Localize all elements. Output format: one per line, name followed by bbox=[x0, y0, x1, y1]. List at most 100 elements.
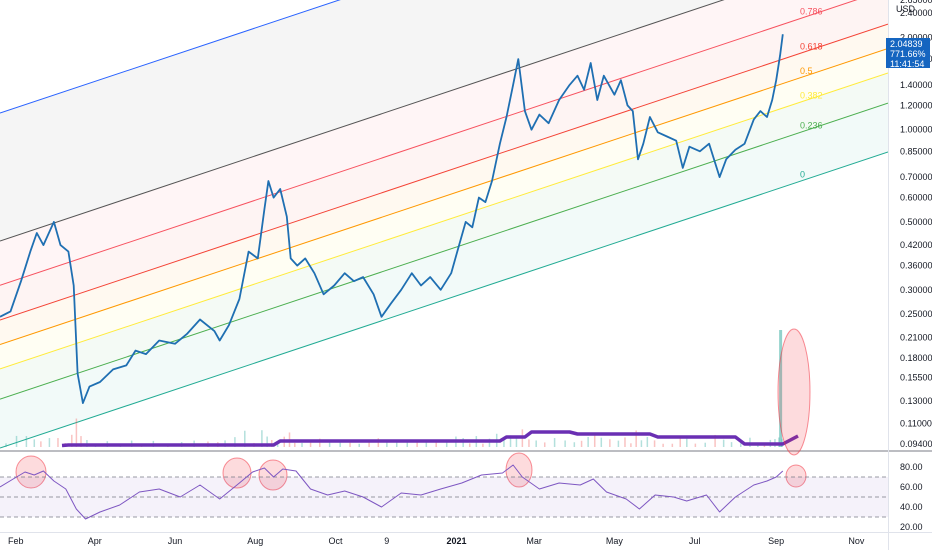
time-axis-label: May bbox=[606, 536, 624, 546]
volume-bar bbox=[309, 440, 312, 447]
price-axis-label: 0.50000 bbox=[900, 217, 932, 227]
price-axis-label: 1.00000 bbox=[900, 125, 932, 135]
fib-level-label: 0.382 bbox=[800, 90, 823, 100]
price-axis-label: 0.18000 bbox=[900, 353, 932, 363]
volume-bar bbox=[671, 443, 674, 447]
volume-bar bbox=[319, 438, 321, 447]
price-line bbox=[0, 34, 784, 404]
price-axis-label: 0.70000 bbox=[900, 172, 932, 182]
volume-bar bbox=[694, 443, 697, 447]
time-axis-label: 2021 bbox=[446, 536, 466, 546]
volume-bar bbox=[640, 440, 643, 447]
volume-bar bbox=[778, 437, 780, 447]
fib-line bbox=[0, 72, 888, 370]
volume-bar bbox=[740, 443, 742, 447]
volume-bar bbox=[358, 443, 360, 447]
volume-bar bbox=[624, 437, 626, 447]
volume-bar bbox=[57, 438, 59, 447]
volume-bar bbox=[395, 440, 398, 447]
fib-level-label: 0.236 bbox=[800, 120, 823, 130]
fib-line bbox=[0, 23, 888, 321]
time-axis-label: Mar bbox=[526, 536, 542, 546]
volume-bar bbox=[406, 439, 409, 447]
volume-bar bbox=[564, 440, 566, 447]
volume-bar bbox=[301, 442, 303, 447]
volume-bar bbox=[609, 439, 611, 447]
price-axis-label: 0.30000 bbox=[900, 285, 932, 295]
rsi-axis-label: 80.00 bbox=[900, 462, 923, 472]
time-axis-label: Oct bbox=[328, 536, 343, 546]
volume-spike bbox=[779, 330, 783, 447]
time-axis-label: 9 bbox=[384, 536, 389, 546]
volume-bar bbox=[328, 442, 331, 447]
volume-bar bbox=[234, 437, 236, 447]
last-price-change: 771.66% bbox=[890, 49, 926, 59]
fib-line bbox=[0, 48, 888, 345]
time-axis-label: Apr bbox=[88, 536, 102, 546]
volume-bar bbox=[276, 442, 279, 447]
volume-bar bbox=[425, 442, 428, 447]
time-axis-label: Nov bbox=[848, 536, 865, 546]
volume-bar bbox=[368, 439, 370, 447]
fib-line bbox=[0, 102, 888, 400]
volume-bar bbox=[435, 441, 437, 447]
time-axis-label: Sep bbox=[768, 536, 784, 546]
volume-bar bbox=[509, 435, 512, 447]
fib-line bbox=[0, 0, 341, 114]
volume-bar bbox=[515, 437, 518, 447]
price-axis-label: 2.40000 bbox=[900, 8, 932, 18]
volume-bar bbox=[503, 436, 505, 447]
rsi-highlight-ellipse bbox=[785, 464, 807, 488]
volume-bar bbox=[528, 439, 530, 447]
volume-bar bbox=[714, 434, 716, 447]
rsi-axis-label: 40.00 bbox=[900, 502, 923, 512]
price-axis-label: 2.00000 bbox=[900, 32, 932, 42]
volume-bar bbox=[5, 443, 7, 447]
volume-bar bbox=[704, 442, 706, 447]
time-axis-label: Jun bbox=[168, 536, 183, 546]
volume-bar bbox=[40, 441, 42, 447]
volume-bar bbox=[15, 435, 18, 447]
volume-bar bbox=[468, 443, 471, 447]
volume-bar bbox=[416, 441, 418, 447]
volume-bar bbox=[261, 430, 263, 447]
price-axis-label: 1.40000 bbox=[900, 80, 932, 90]
volume-bar bbox=[686, 438, 688, 447]
fib-line bbox=[0, 0, 725, 242]
fib-band bbox=[0, 103, 888, 448]
price-axis-label: 0.85000 bbox=[900, 146, 932, 156]
volume-bar bbox=[662, 443, 664, 447]
currency-label: USD bbox=[896, 4, 916, 14]
volume-bar bbox=[75, 418, 78, 447]
volume-bar bbox=[535, 440, 537, 447]
volume-bar bbox=[25, 436, 28, 447]
rsi-axis-label: 20.00 bbox=[900, 522, 923, 532]
volume-bar bbox=[587, 436, 589, 447]
rsi-highlight-ellipse bbox=[15, 455, 47, 489]
price-axis-label: 0.36000 bbox=[900, 261, 932, 271]
volume-bar bbox=[48, 438, 51, 447]
time-axis-label: Aug bbox=[247, 536, 263, 546]
volume-bar bbox=[339, 441, 341, 447]
rsi-line bbox=[0, 464, 784, 520]
bar-countdown: 11:41:54 bbox=[890, 59, 924, 69]
volume-bar bbox=[580, 440, 583, 447]
fib-level-label: 0.618 bbox=[800, 41, 823, 51]
price-axis-label: 0.09400 bbox=[900, 439, 932, 449]
volume-bar bbox=[600, 437, 603, 447]
fib-band bbox=[0, 24, 888, 345]
price-axis-label: 0.15500 bbox=[900, 373, 932, 383]
last-price-tag bbox=[886, 38, 930, 68]
rsi-axis-label: 60.00 bbox=[900, 482, 923, 492]
volume-bar bbox=[33, 439, 36, 447]
volume-bar bbox=[482, 443, 484, 447]
volume-bar bbox=[244, 430, 246, 447]
fib-level-label: 0 bbox=[800, 169, 805, 179]
volume-bar bbox=[722, 439, 725, 447]
time-axis-label: Jul bbox=[689, 536, 701, 546]
rsi-highlight-ellipse bbox=[258, 459, 288, 491]
price-axis-label: 0.60000 bbox=[900, 193, 932, 203]
